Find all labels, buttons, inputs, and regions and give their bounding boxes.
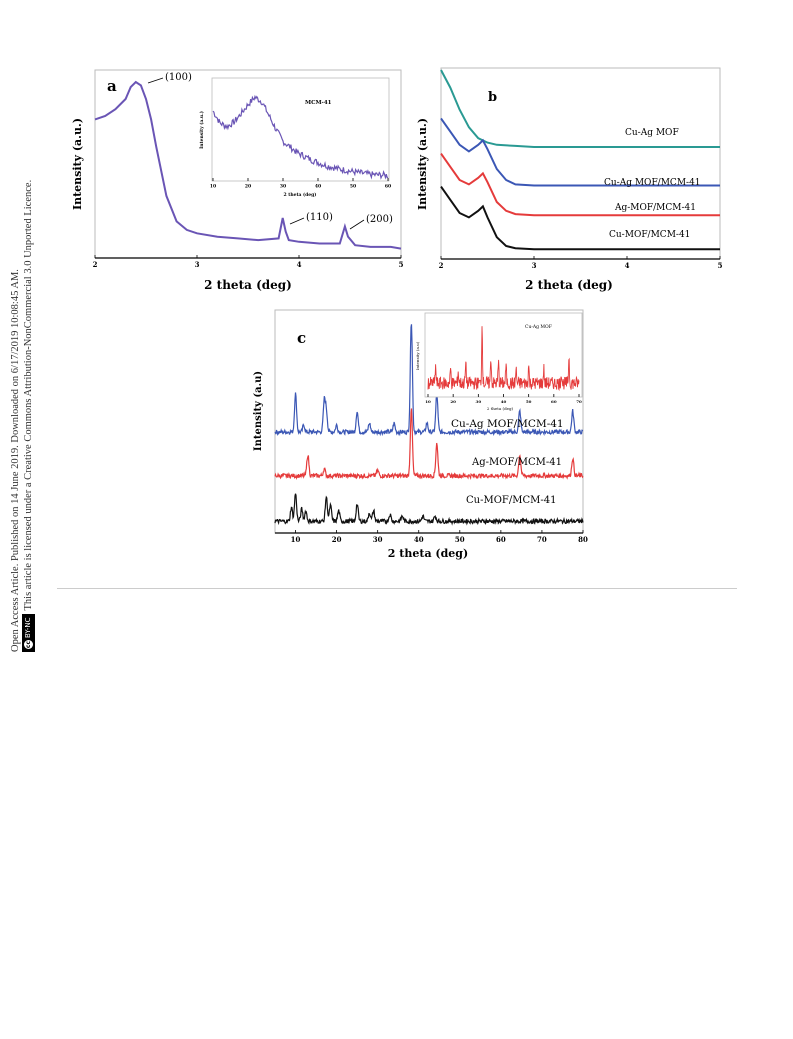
y-axis-label-c: Intensity (a.u) <box>253 371 264 451</box>
x-axis-c-tick-label-4: 50 <box>455 535 465 544</box>
x-axis-label-a: 2 theta (deg) <box>204 278 292 292</box>
annotation-arrow-200 <box>349 219 365 230</box>
series-line-cu-mof-mcm41 <box>440 186 720 251</box>
inset-x-axis-c-tick-label-6: 70 <box>576 399 582 404</box>
inset-x-axis-a-tick-label-5: 60 <box>385 184 391 190</box>
series-line-cu-ag-mof-mcm41 <box>440 117 720 187</box>
cc-license-badge[interactable]: cc BY-NC <box>22 614 35 652</box>
inset-x-label-a: 2 theta (deg) <box>284 191 317 198</box>
x-axis-label-c: 2 theta (deg) <box>388 547 468 560</box>
y-axis-label-b: Intensity (a.u.) <box>416 118 429 210</box>
inset-title-a: MCM-41 <box>305 100 332 106</box>
inset-x-axis-a-tick-label-1: 20 <box>245 184 251 190</box>
license-text: Open Access Article. Published on 14 Jun… <box>9 180 35 652</box>
x-axis-c-tick-label-2: 30 <box>373 535 383 544</box>
inset-series-line-a <box>212 94 389 180</box>
inset-frame-a <box>211 77 390 182</box>
cc-icon: cc <box>24 640 33 649</box>
inset-x-axis-c-tick-label-1: 20 <box>450 399 456 404</box>
inset-x-axis-a-tick-label-4: 50 <box>350 184 356 190</box>
inset-x-axis-c-tick-label-3: 40 <box>501 399 507 404</box>
x-axis-b-tick-label-0: 2 <box>439 261 444 270</box>
x-axis-a-tick-label-3: 5 <box>399 260 404 269</box>
license-sidebar: Open Access Article. Published on 14 Jun… <box>0 0 44 680</box>
cc-badge-text: BY-NC <box>24 617 32 638</box>
inset-x-axis-c-tick-label-2: 30 <box>476 399 482 404</box>
x-axis-c-tick-label-1: 20 <box>332 535 342 544</box>
series-line-ag-mof-mcm41 <box>440 153 720 217</box>
x-axis-c-tick-label-3: 40 <box>414 535 424 544</box>
inset-x-label-c: 2 theta (deg) <box>487 406 514 411</box>
inset-y-label-a: Intensity (a.u.) <box>198 111 205 149</box>
publication-notice: Open Access Article. Published on 14 Jun… <box>10 269 21 652</box>
annotation-arrow-100 <box>147 77 164 84</box>
panel-label-c: c <box>297 329 306 347</box>
peak-annotation-110: (110) <box>306 212 333 223</box>
x-axis-c-tick-label-6: 70 <box>537 535 547 544</box>
x-axis-a-tick-label-2: 4 <box>297 260 302 269</box>
x-axis-b-tick-label-1: 3 <box>532 261 537 270</box>
panel-label-b: b <box>488 90 497 105</box>
inset-x-axis-c-tick-label-0: 10 <box>425 399 431 404</box>
series-label-cu-mof-mcm41-c: Cu-MOF/MCM-41 <box>466 495 556 506</box>
x-axis-a-tick-label-1: 3 <box>195 260 200 269</box>
series-label-ag-mof-mcm41-c: Ag-MOF/MCM-41 <box>471 457 562 468</box>
inset-x-axis-c-tick-label-4: 50 <box>526 399 532 404</box>
x-axis-a-tick-label-0: 2 <box>93 260 98 269</box>
series-label-ag-mof-mcm41: Ag-MOF/MCM-41 <box>614 203 696 213</box>
inset-x-axis-a-tick-label-2: 30 <box>280 184 286 190</box>
series-label-cu-ag-mof: Cu-Ag MOF <box>625 128 679 138</box>
series-line-cu-mof-mcm41-c <box>274 493 584 526</box>
inset-x-axis-a-tick-label-0: 10 <box>210 184 216 190</box>
inset-title-c: Cu-Ag MOF <box>525 324 552 330</box>
x-axis-b-tick-label-2: 4 <box>625 261 630 270</box>
inset-x-axis-c-tick-label-5: 60 <box>551 399 557 404</box>
series-label-cu-ag-mof-mcm41: Cu-Ag MOF/MCM-41 <box>604 178 701 188</box>
footer-divider <box>57 588 737 589</box>
peak-annotation-200: (200) <box>366 214 393 225</box>
peak-annotation-100: (100) <box>165 72 192 83</box>
plot-frame-a <box>94 69 402 259</box>
series-label-cu-ag-mof-mcm41-c: Cu-Ag MOF/MCM-41 <box>451 418 564 430</box>
x-axis-c-tick-label-0: 10 <box>291 535 301 544</box>
inset-x-axis-a-tick-label-3: 40 <box>315 184 321 190</box>
x-axis-c-tick-label-5: 60 <box>496 535 506 544</box>
inset-y-label-c: Intensity (a.u) <box>415 341 420 370</box>
series-line-cu-ag-mof <box>440 69 720 148</box>
plot-frame-c <box>274 309 584 534</box>
panel-label-a: a <box>107 77 117 95</box>
x-axis-b-tick-label-3: 5 <box>718 261 723 270</box>
series-line-ag-mof-mcm41-c <box>274 408 584 481</box>
inset-frame-c <box>424 312 583 398</box>
annotation-arrow-110 <box>289 217 305 225</box>
x-axis-label-b: 2 theta (deg) <box>525 278 613 292</box>
license-notice: This article is licensed under a Creativ… <box>23 179 34 611</box>
plot-frame-b <box>440 67 721 260</box>
series-line-a <box>94 80 402 250</box>
inset-series-line-c <box>427 326 580 392</box>
y-axis-label-a: Intensity (a.u.) <box>71 118 84 210</box>
x-axis-c-tick-label-7: 80 <box>578 535 588 544</box>
series-label-cu-mof-mcm41: Cu-MOF/MCM-41 <box>609 230 690 240</box>
series-line-cu-ag-mof-mcm41-c <box>274 324 584 437</box>
